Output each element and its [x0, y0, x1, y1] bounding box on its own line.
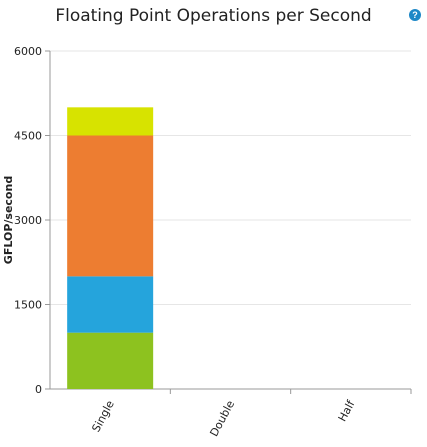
- x-tick-label: Single: [89, 398, 116, 434]
- y-tick-label: 6000: [14, 45, 42, 58]
- bar-segment: [67, 135, 154, 277]
- y-axis-label: GFLOP/second: [2, 176, 15, 264]
- y-tick-label: 4500: [14, 130, 42, 143]
- bar-segment: [67, 107, 154, 136]
- chart-title: Floating Point Operations per Second: [55, 6, 372, 26]
- y-tick-label: 0: [35, 383, 42, 396]
- y-tick-label: 1500: [14, 299, 42, 312]
- help-icon[interactable]: ?: [409, 9, 421, 21]
- bar-segment: [67, 332, 154, 389]
- x-tick-label: Double: [207, 398, 237, 439]
- x-tick-label: Half: [336, 397, 358, 423]
- bar-segment: [67, 276, 154, 333]
- y-tick-label: 3000: [14, 214, 42, 227]
